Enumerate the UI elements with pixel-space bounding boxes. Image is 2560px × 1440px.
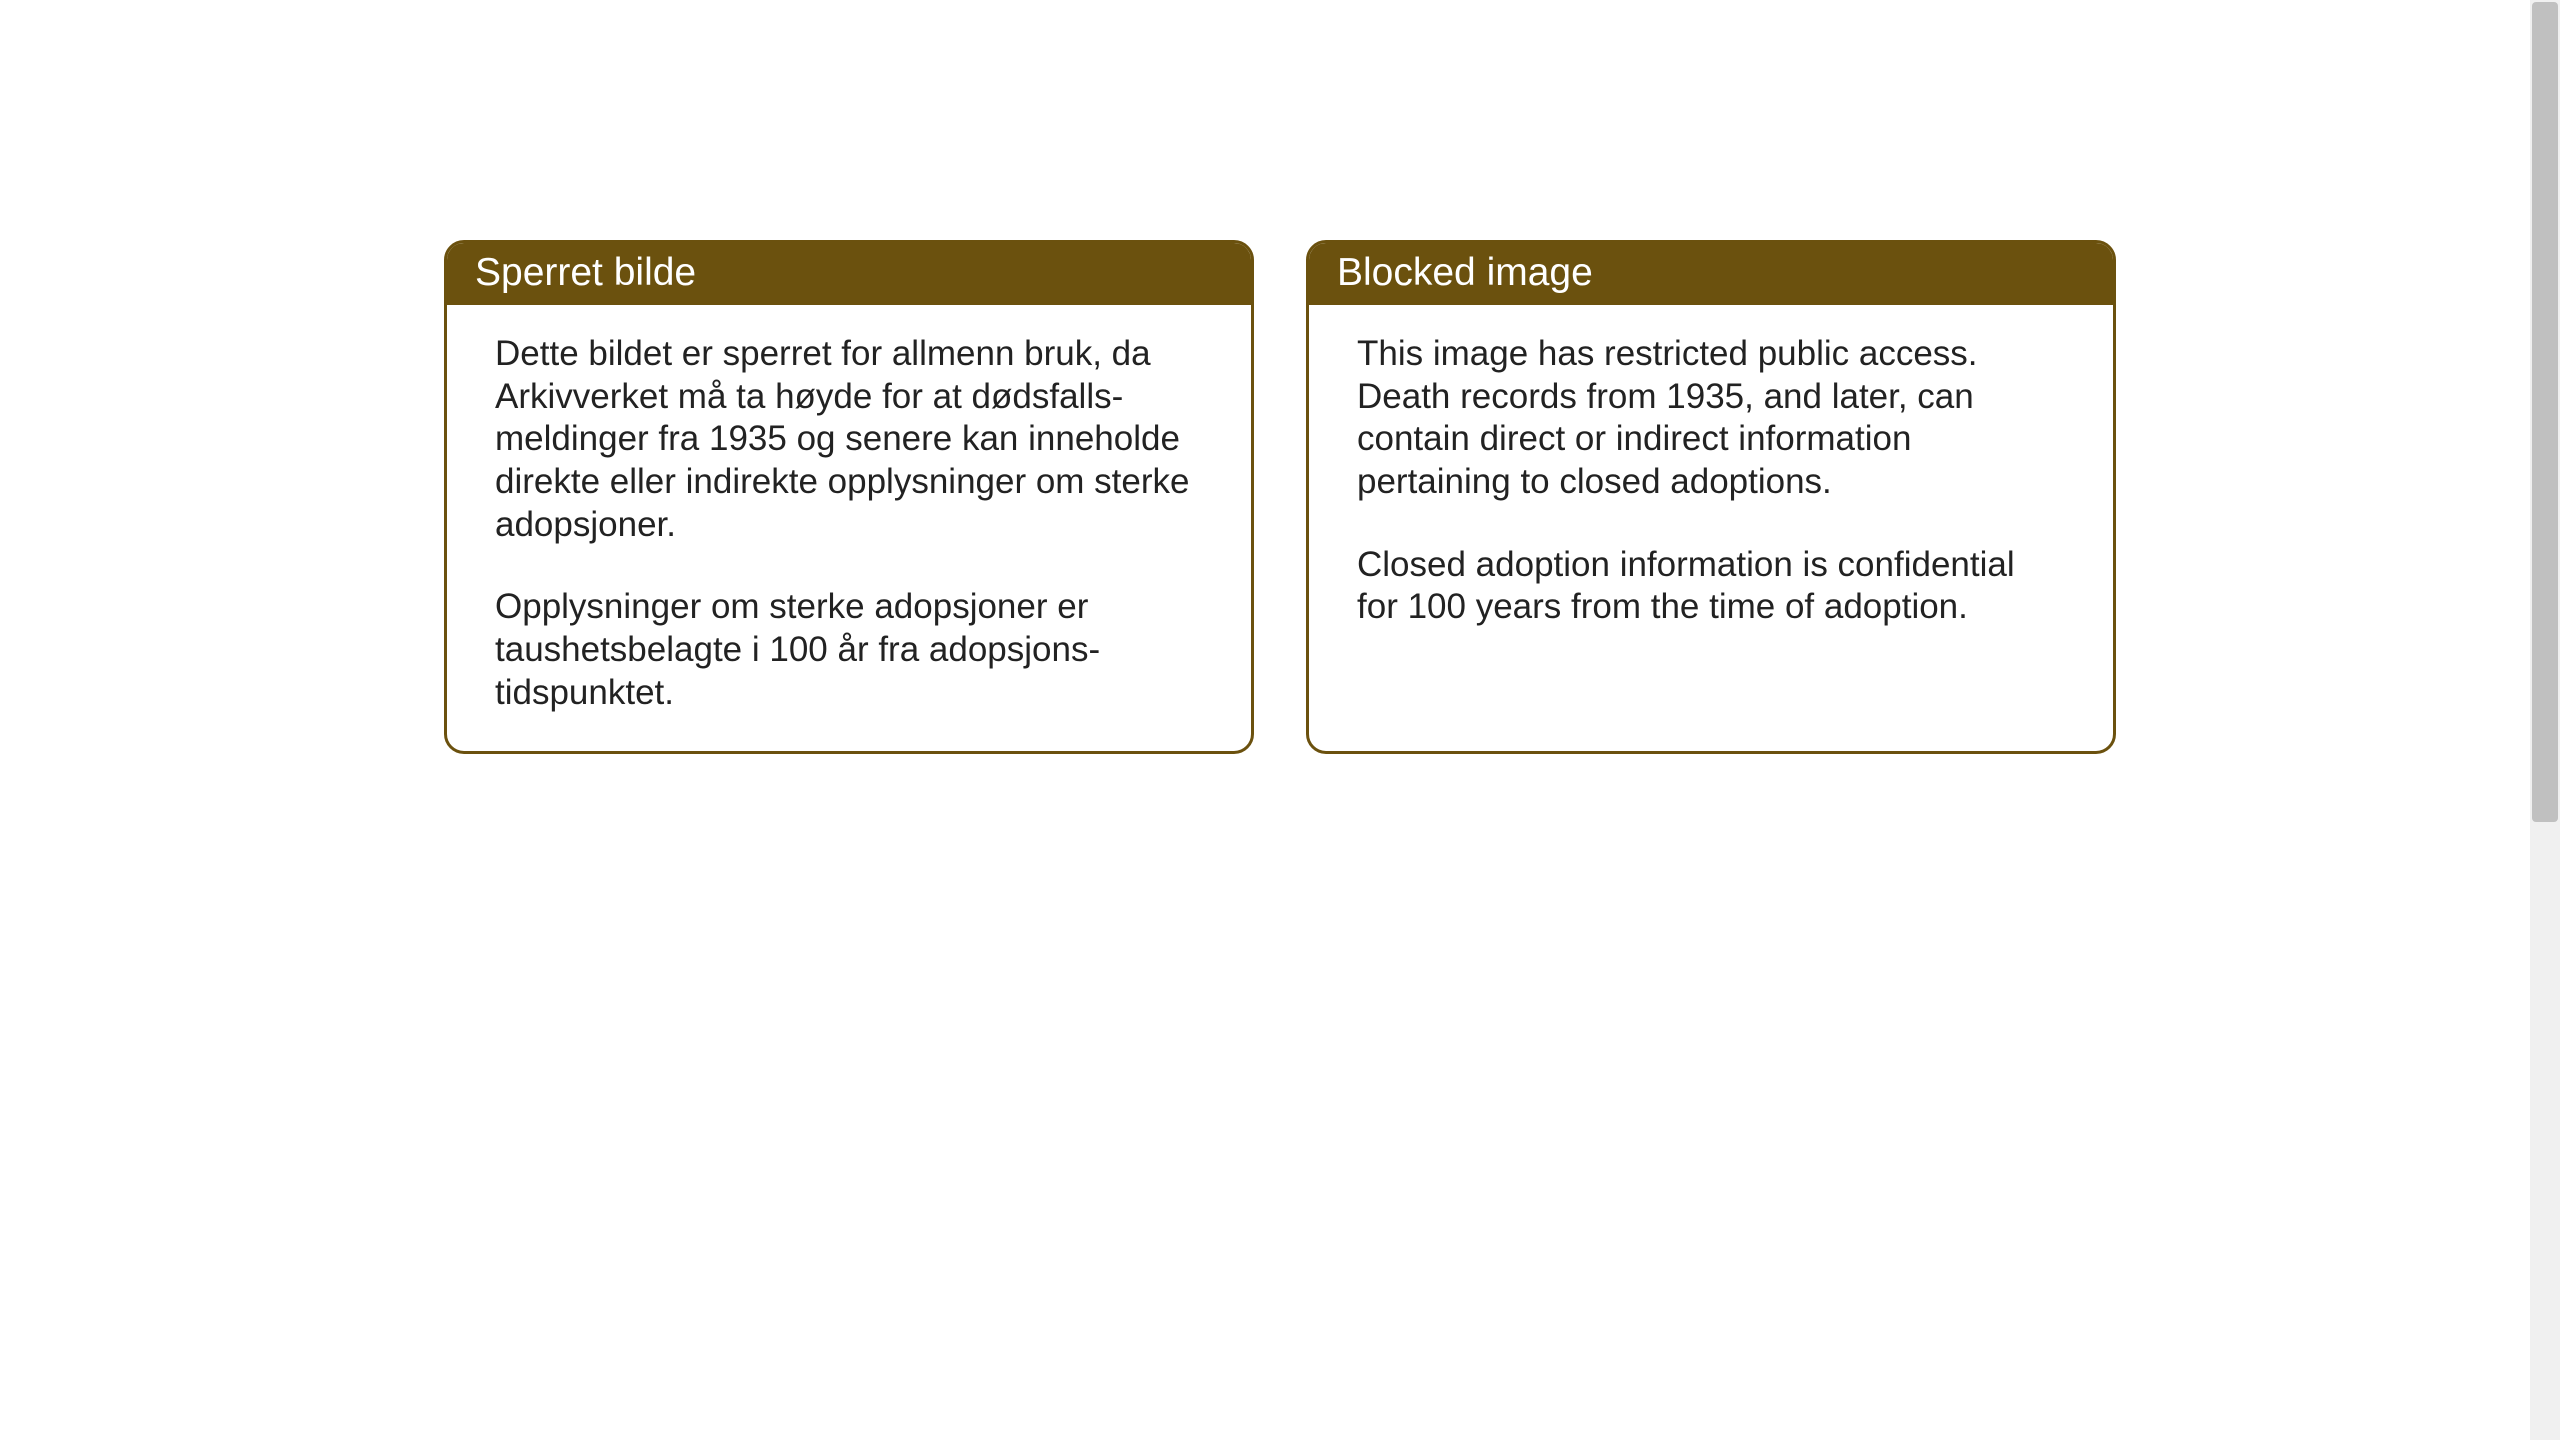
notice-card-english: Blocked image This image has restricted … xyxy=(1306,240,2116,754)
notice-title-english: Blocked image xyxy=(1337,251,1593,294)
notice-card-norwegian: Sperret bilde Dette bildet er sperret fo… xyxy=(444,240,1254,754)
notice-paragraph-2-norwegian: Opplysninger om sterke adopsjoner er tau… xyxy=(495,586,1203,714)
notice-paragraph-2-english: Closed adoption information is confident… xyxy=(1357,544,2065,629)
notice-paragraph-1-english: This image has restricted public access.… xyxy=(1357,333,2065,504)
notice-header-english: Blocked image xyxy=(1309,243,2113,305)
scrollbar-thumb[interactable] xyxy=(2532,2,2558,822)
scrollbar-track[interactable] xyxy=(2530,0,2560,1440)
notice-title-norwegian: Sperret bilde xyxy=(475,251,696,294)
notice-body-norwegian: Dette bildet er sperret for allmenn bruk… xyxy=(447,305,1251,751)
notice-body-english: This image has restricted public access.… xyxy=(1309,305,2113,665)
notice-paragraph-1-norwegian: Dette bildet er sperret for allmenn bruk… xyxy=(495,333,1203,546)
notice-container: Sperret bilde Dette bildet er sperret fo… xyxy=(444,240,2116,754)
notice-header-norwegian: Sperret bilde xyxy=(447,243,1251,305)
